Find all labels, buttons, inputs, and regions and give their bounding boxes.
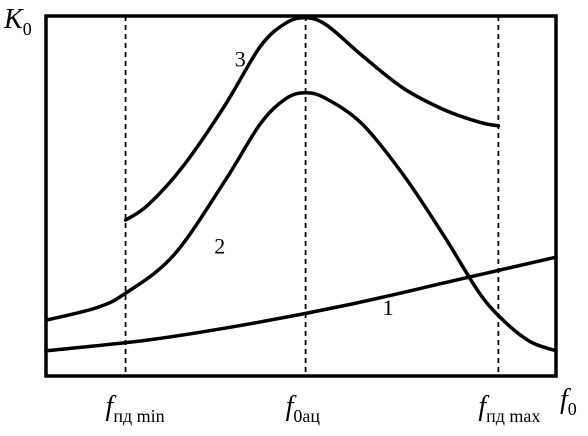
marker-label-sub-2: пд max [486, 406, 540, 426]
series-line-1 [44, 255, 558, 353]
series-label-1: 1 [383, 295, 394, 320]
marker-label-sub-1: 0ац [293, 406, 320, 426]
marker-label-main-0: f [106, 391, 117, 422]
y-axis-label-main: K [3, 4, 24, 35]
series-line-3 [123, 15, 501, 222]
series-label-3: 3 [235, 46, 246, 71]
marker-label-main-2: f [478, 391, 489, 422]
series-line-2 [44, 90, 558, 353]
series-label-2: 2 [214, 234, 225, 259]
plot-area-frame [44, 14, 558, 378]
marker-label-main-1: f [286, 391, 297, 422]
marker-label-0: fпд min [106, 391, 165, 426]
x-axis-label-sub: 0 [568, 399, 577, 419]
frequency-markers: fпд min f0ац fпд max [106, 16, 540, 426]
labels-layer: 1 2 3 [214, 46, 393, 319]
marker-label-1: f0ац [286, 391, 321, 426]
y-axis-label: K0 [3, 4, 32, 39]
y-axis-label-sub: 0 [23, 19, 32, 39]
marker-label-sub-0: пд min [113, 406, 164, 426]
x-axis-label-main: f [560, 384, 571, 415]
series-layer [44, 15, 558, 353]
x-axis-label: f0 [560, 384, 577, 419]
marker-label-2: fпд max [478, 391, 540, 426]
